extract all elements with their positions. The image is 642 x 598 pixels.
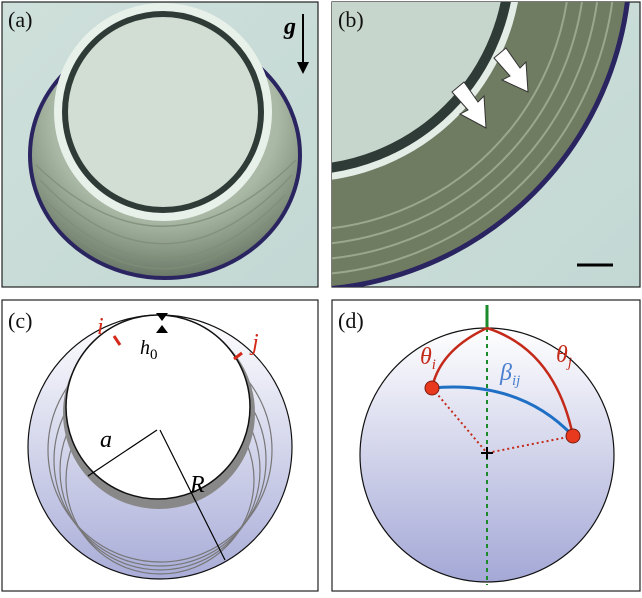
theta-i-sub: i [432,357,436,373]
cap [65,14,261,210]
figure: (a) g (b) [0,0,642,593]
inner-circle [66,315,250,499]
beta-sub: ij [512,373,520,389]
panel-label: (c) [8,308,32,333]
panel-label: (a) [8,7,32,32]
r-label: R [189,472,205,498]
site-i-label: i [97,314,104,340]
point-j [566,429,580,443]
page: (a) g (b) [0,0,642,593]
panel-d: (d) θi θj βij [332,300,640,591]
theta-j-base: θ [556,342,568,368]
h0-base: h [140,337,150,359]
beta-base: β [499,360,512,386]
theta-i-base: θ [420,344,432,370]
panel-label: (b) [338,7,364,32]
point-i [425,381,439,395]
panel-c: (c) i j h0 a R [2,300,318,591]
panel-label: (d) [338,308,364,333]
panel-a: (a) g [2,2,318,287]
gravity-label: g [283,14,296,40]
h0-sub: 0 [150,347,158,363]
a-label: a [100,427,112,453]
